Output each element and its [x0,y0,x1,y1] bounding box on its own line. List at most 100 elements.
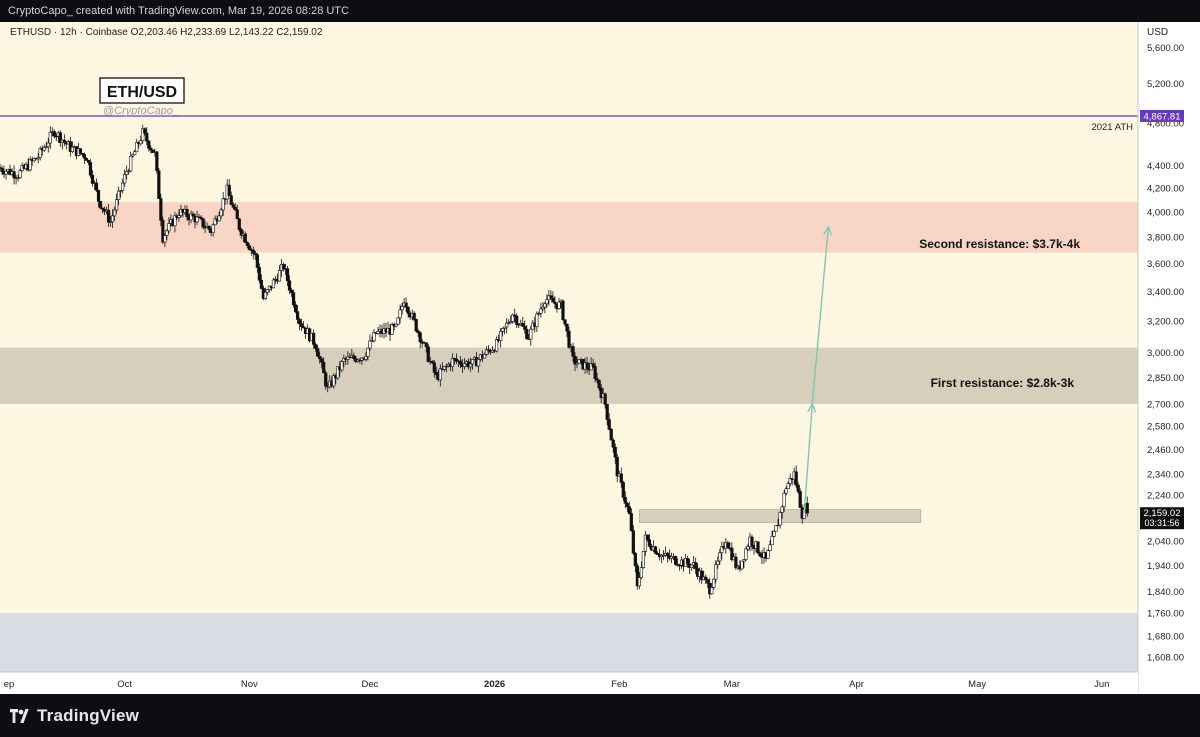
candle-139 [277,265,282,282]
candle-392 [786,481,790,490]
tradingview-footer: TradingView [0,694,1200,737]
candle-9 [16,174,20,182]
candle-57 [113,206,117,221]
candle-377 [756,541,760,555]
price-tick-3: 4,400.00 [1147,161,1184,172]
candle-260 [521,316,525,327]
candle-23 [44,141,48,149]
candle-46 [90,170,95,187]
candle-60 [119,190,123,198]
candle-203 [406,305,410,318]
price-axis[interactable]: USD 5,600.00 5,200.00 4,800.00 4,400.00 4,20… [1137,22,1200,694]
candle-188 [376,326,380,335]
candle-40 [78,148,83,156]
candle-250 [501,327,505,337]
price-tick-20: 1,760.00 [1147,609,1184,620]
candle-50 [98,200,103,210]
candle-275 [551,291,555,303]
time-tick-0: ep [4,679,15,690]
price-tick-11: 2,850.00 [1147,373,1184,384]
candle-61 [121,178,125,194]
candle-321 [643,530,648,557]
eth-usd-logo-box: ETH/USD [99,77,185,104]
candle-73 [145,127,149,145]
candle-141 [281,262,286,272]
time-tick-7: Apr [849,679,864,690]
candle-130 [259,274,263,290]
candle-312 [625,501,629,512]
price-tick-4: 4,200.00 [1147,184,1184,195]
candle-393 [788,473,792,487]
candle-176 [352,352,356,362]
candle-396 [794,465,798,488]
candle-352 [706,578,710,589]
candle-336 [673,555,678,566]
candle-171 [342,354,346,368]
candle-327 [655,551,660,556]
candle-145 [289,287,294,297]
candle-183 [366,347,370,361]
candle-15 [28,156,32,172]
candle-200 [400,302,404,315]
candle-234 [468,357,473,372]
candle-328 [657,548,662,561]
candle-262 [525,325,529,340]
candle-286 [573,352,577,372]
candle-387 [776,518,780,527]
bar-countdown: 03:31:56 [1144,518,1179,528]
time-tick-5: Feb [611,679,627,690]
second-resistance-label: Second resistance: $3.7k-4k [919,237,1080,251]
candle-213 [426,343,430,363]
chart-canvas[interactable]: ETHUSD · 12h · Coinbase O2,203.46 H2,233… [0,22,1200,694]
candle-67 [133,149,137,156]
candle-64 [127,168,131,175]
candle-128 [255,253,259,273]
candle-20 [38,146,42,161]
candle-150 [299,318,304,332]
candle-351 [704,574,708,585]
time-axis[interactable]: ep Oct Nov Dec 2026 Feb Mar Apr May Jun [0,671,1138,694]
attribution-bar: CryptoCapo_ created with TradingView.com… [0,0,1200,22]
candle-106 [211,223,215,237]
candle-202 [404,297,408,312]
candle-206 [412,310,416,322]
candle-71 [141,124,145,144]
candle-217 [434,366,438,380]
price-tick-21: 1,680.00 [1147,631,1184,642]
candle-199 [398,304,402,324]
price-tick-16: 2,240.00 [1147,491,1184,502]
candle-151 [302,320,306,329]
candle-117 [233,203,237,211]
candle-253 [507,319,511,325]
candle-66 [131,153,135,158]
candle-247 [495,336,499,353]
tradingview-logo[interactable]: TradingView [10,694,139,737]
candle-45 [88,159,93,179]
projection-arrow [803,225,833,514]
candle-51 [100,207,105,214]
candle-122 [243,231,247,243]
price-tick-22: 1,608.00 [1147,653,1184,664]
candle-119 [237,217,241,232]
candle-311 [623,491,627,509]
candle-111 [221,192,225,216]
candle-302 [605,403,609,426]
price-tick-5: 4,000.00 [1147,207,1184,218]
candle-227 [454,353,459,365]
candle-101 [201,218,205,230]
ohlc-readout: ETHUSD · 12h · Coinbase O2,203.46 H2,233… [10,27,323,38]
candle-261 [523,320,527,334]
candle-87 [173,211,177,233]
candle-44 [86,159,91,166]
candle-304 [609,427,613,441]
candle-215 [430,360,434,365]
candle-89 [177,209,181,222]
candle-62 [123,169,127,187]
candle-124 [247,243,251,251]
candle-110 [219,207,223,219]
first-resistance-label: First resistance: $2.8k-3k [931,376,1075,390]
candle-344 [690,564,694,571]
candle-75 [149,145,153,154]
candle-297 [595,372,599,384]
